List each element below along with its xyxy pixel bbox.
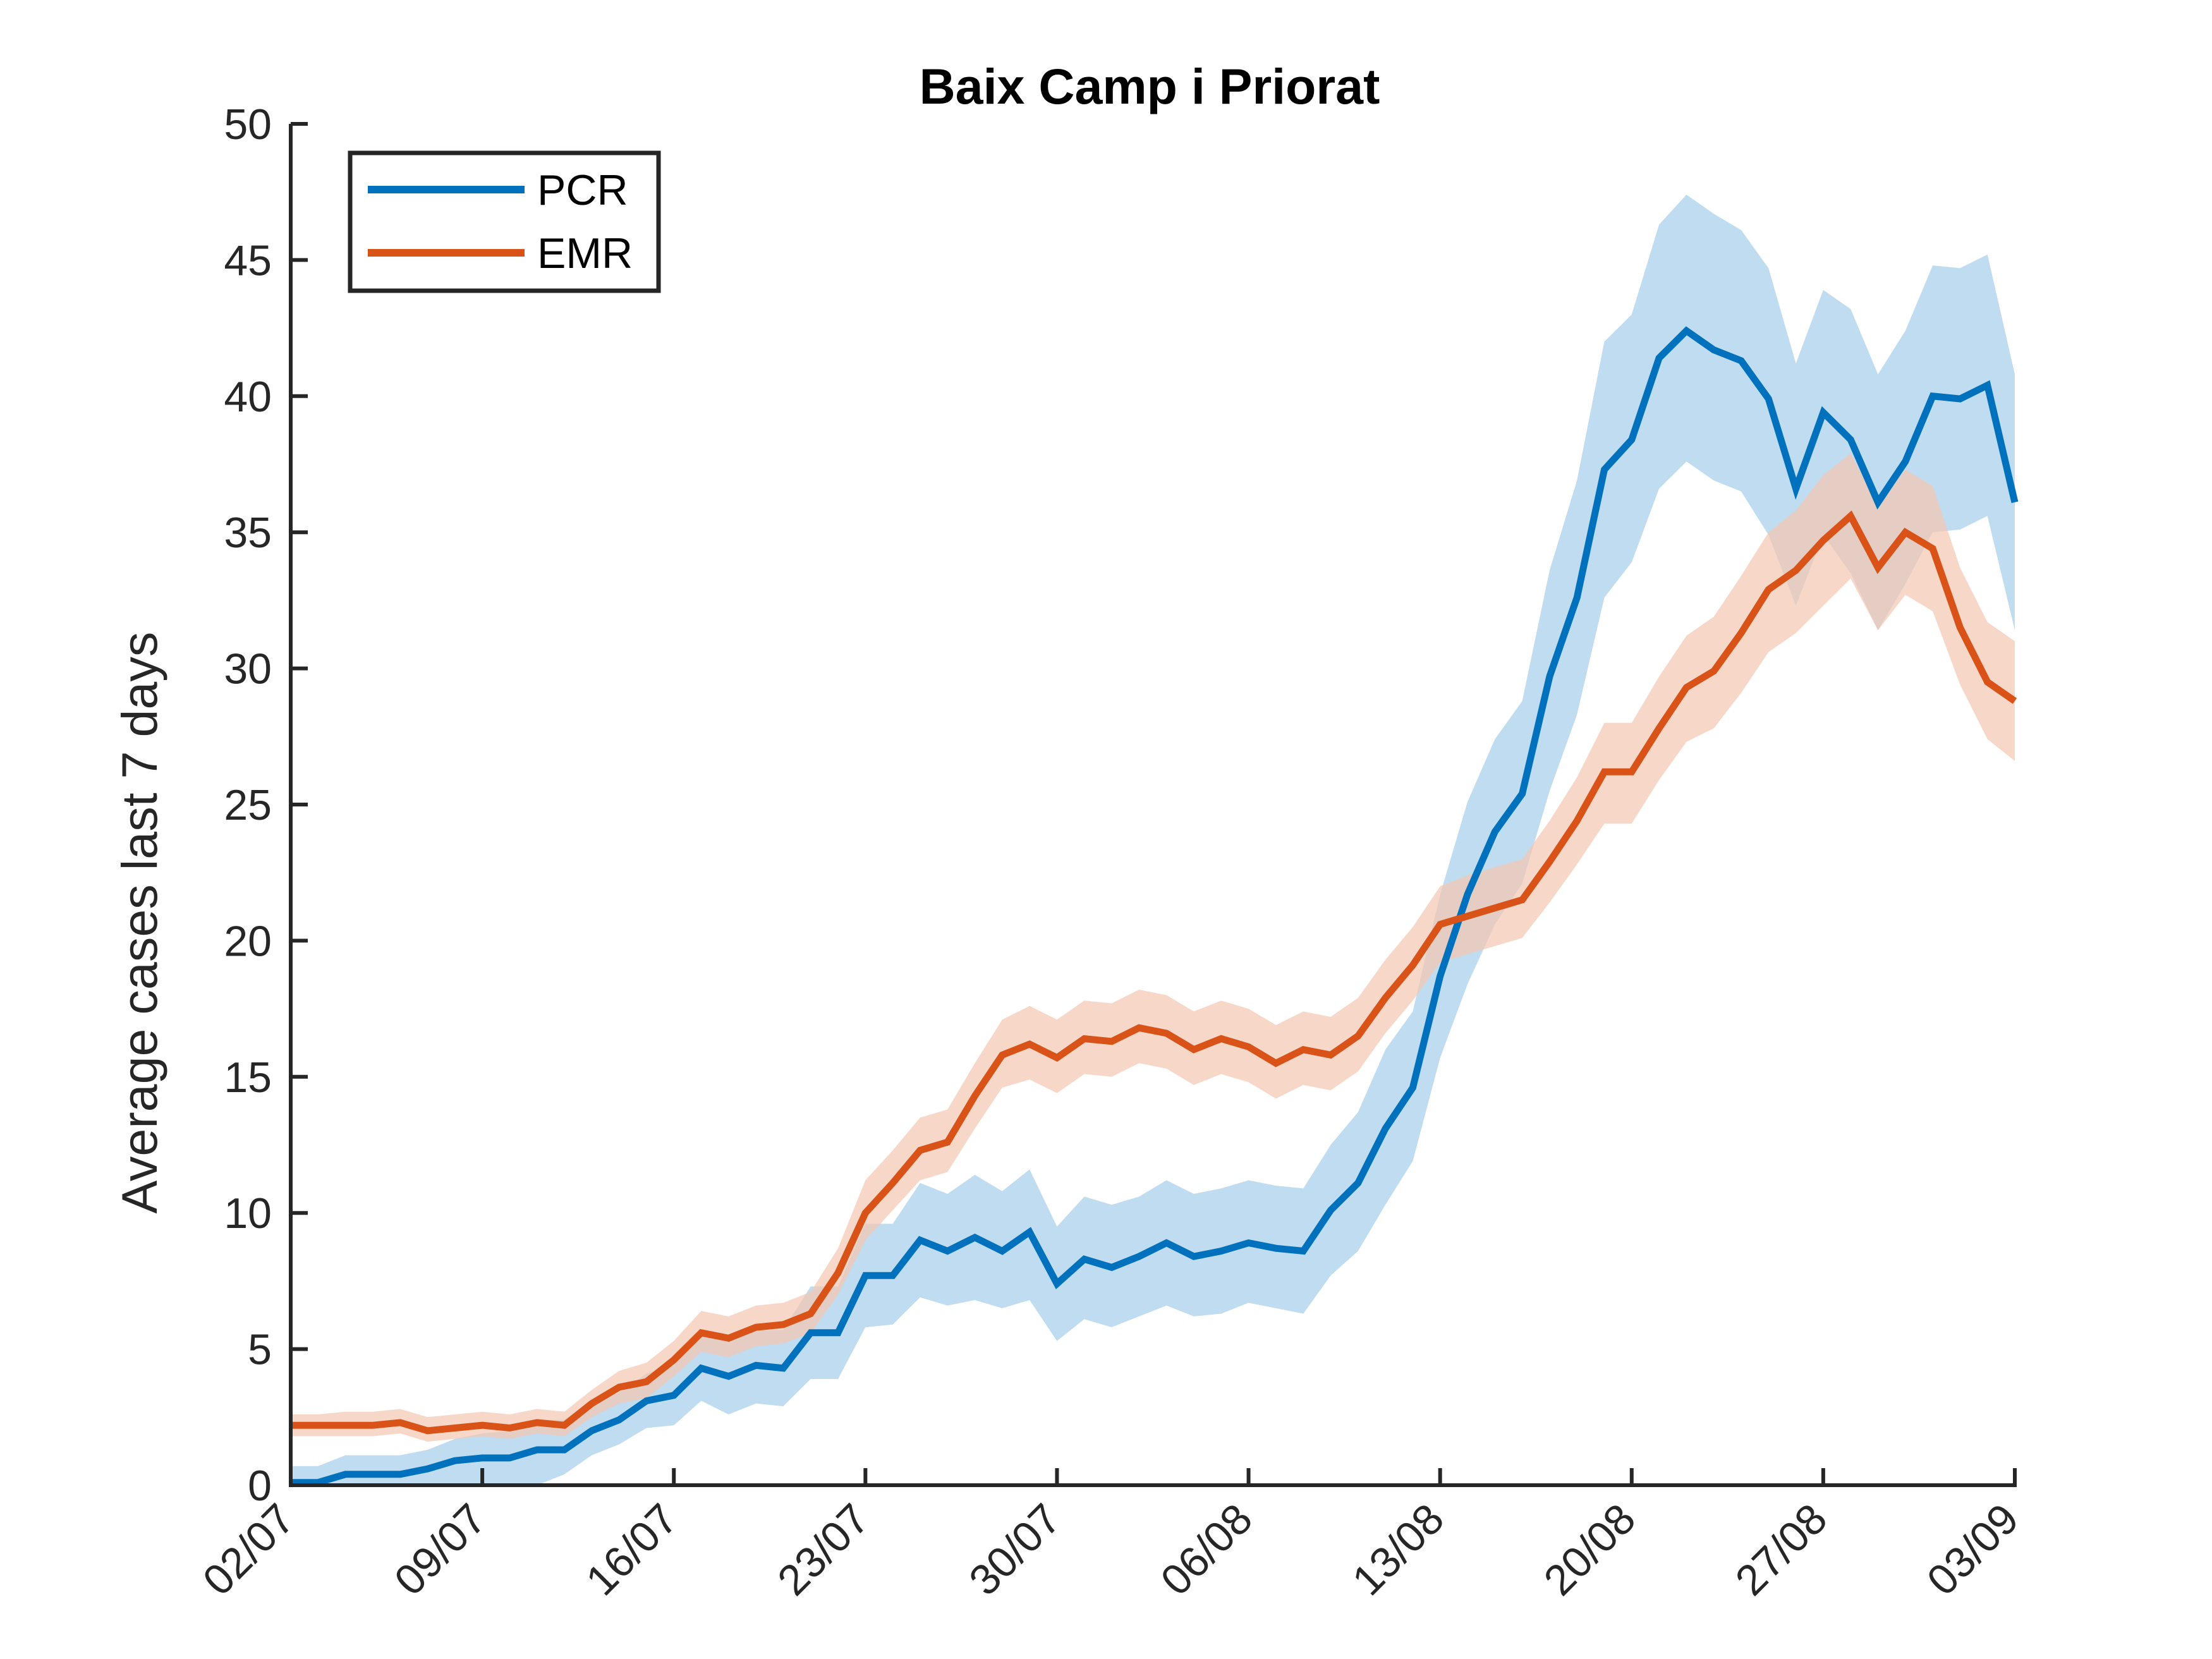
line-emr: [291, 510, 2017, 1435]
y-tick-label: 35: [224, 509, 272, 557]
band-emr: [291, 453, 2015, 1442]
y-axis-label: Average cases last 7 days: [111, 632, 167, 1214]
y-tick-label: 10: [224, 1189, 272, 1237]
legend-label-emr: EMR: [537, 229, 633, 277]
y-tick-label: 25: [224, 781, 272, 829]
y-tick-label: 20: [224, 917, 272, 965]
chart-title: Baix Camp i Priorat: [920, 58, 1380, 114]
legend-label-pcr: PCR: [537, 166, 628, 214]
band-pcr: [291, 195, 2015, 1485]
y-axis-ticks: 0 5 10 15 20 25 30 35 40 45 50: [224, 100, 308, 1510]
y-tick-label: 50: [224, 100, 272, 149]
y-tick-label: 30: [224, 645, 272, 693]
series-lines: [291, 326, 2019, 1486]
y-tick-label: 0: [248, 1462, 272, 1510]
y-tick-label: 40: [224, 373, 272, 421]
y-tick-label: 45: [224, 236, 272, 284]
legend: PCR EMR: [348, 150, 661, 293]
line-pcr: [291, 326, 2019, 1486]
y-tick-label: 15: [224, 1054, 272, 1102]
y-tick-label: 5: [248, 1326, 272, 1374]
legend-box: [348, 150, 661, 293]
confidence-bands: [291, 195, 2015, 1485]
